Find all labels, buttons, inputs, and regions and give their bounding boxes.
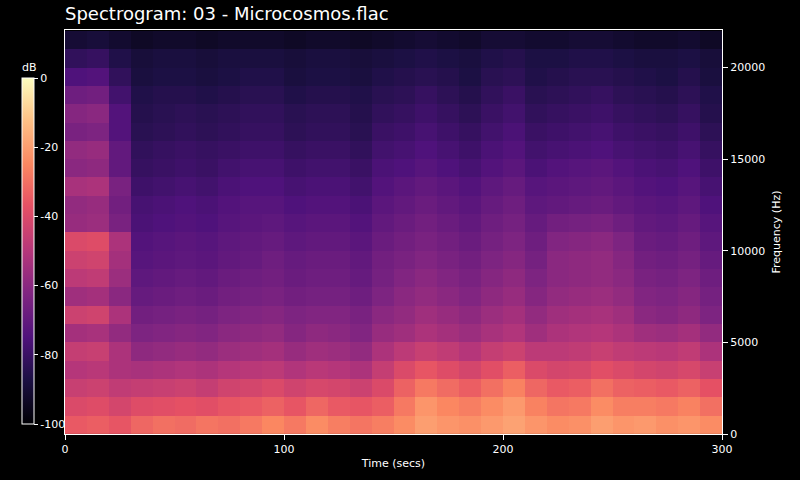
svg-text:10000: 10000: [730, 245, 765, 258]
svg-text:-100: -100: [40, 418, 65, 431]
svg-text:-20: -20: [40, 141, 58, 154]
svg-text:20000: 20000: [730, 61, 765, 74]
svg-text:0: 0: [40, 72, 47, 85]
svg-text:-80: -80: [40, 349, 58, 362]
svg-text:5000: 5000: [730, 336, 758, 349]
svg-text:Frequency (Hz): Frequency (Hz): [770, 191, 783, 274]
svg-text:-40: -40: [40, 210, 58, 223]
svg-text:100: 100: [274, 443, 295, 456]
svg-text:Time (secs): Time (secs): [361, 457, 425, 470]
svg-text:-60: -60: [40, 279, 58, 292]
svg-text:Spectrogram: 03 - Microcosmos.: Spectrogram: 03 - Microcosmos.flac: [65, 3, 389, 24]
svg-text:300: 300: [712, 443, 733, 456]
svg-text:0: 0: [62, 443, 69, 456]
svg-text:15000: 15000: [730, 153, 765, 166]
svg-text:0: 0: [730, 428, 737, 441]
svg-text:200: 200: [493, 443, 514, 456]
svg-text:dB: dB: [22, 61, 37, 74]
